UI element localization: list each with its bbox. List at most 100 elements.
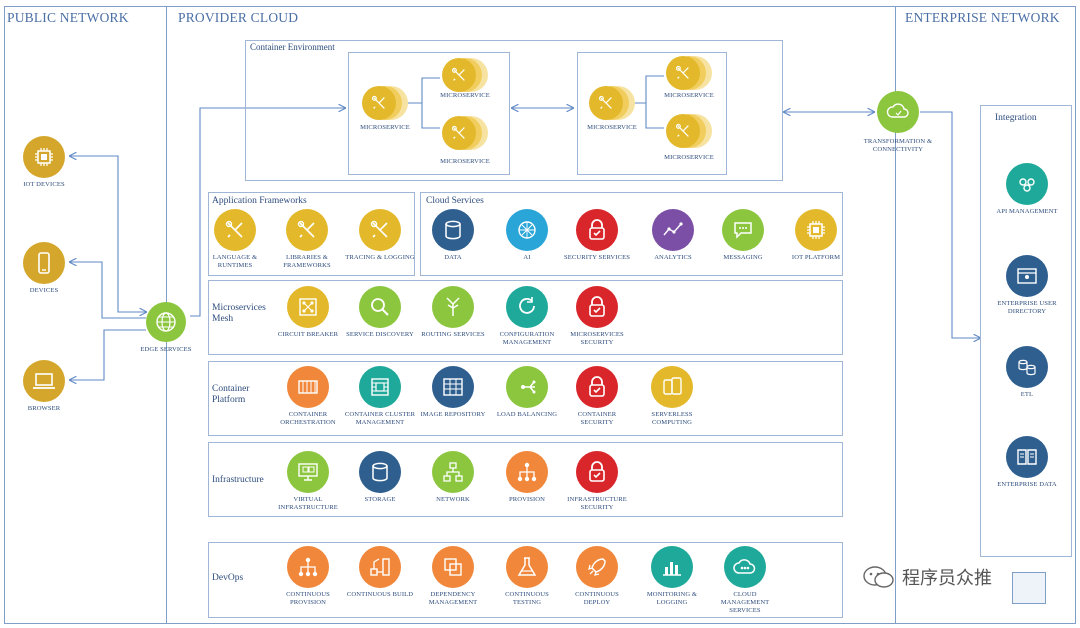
mesh-3-label: CONFIGURATION MANAGEMENT [499, 331, 555, 346]
mesh-title: Microservices Mesh [212, 303, 266, 324]
microservice-label: MICROSERVICE [360, 124, 410, 131]
cloud-service-0-node[interactable] [432, 209, 474, 251]
microservice-group-2 [577, 52, 727, 175]
microservice-label: MICROSERVICE [664, 154, 714, 161]
mesh-0-label: CIRCUIT BREAKER [277, 331, 339, 338]
devops-4-label: CONTINUOUS DEPLOY [575, 591, 619, 606]
public-item-2-node[interactable] [23, 360, 65, 402]
integration-2-node[interactable] [1006, 346, 1048, 388]
public-item-1-node[interactable] [23, 242, 65, 284]
container-platform-5-label: SERVERLESS COMPUTING [651, 411, 693, 426]
watermark: 程序员众推 [862, 564, 992, 590]
tools-icon [451, 125, 465, 139]
container-platform-1-node[interactable] [359, 366, 401, 408]
cloud-service-4-node[interactable] [722, 209, 764, 251]
mesh-4-node[interactable] [576, 286, 618, 328]
tools-icon [371, 95, 385, 109]
mesh-3-node[interactable] [506, 286, 548, 328]
infrastructure-4-node[interactable] [576, 451, 618, 493]
cloud-service-5-node[interactable] [795, 209, 837, 251]
infrastructure-title: Infrastructure [212, 475, 264, 485]
microservice-node[interactable] [442, 116, 488, 150]
build-icon [370, 558, 390, 576]
api-icon [1019, 178, 1035, 192]
container-platform-5-node[interactable] [651, 366, 693, 408]
container-platform-2-node[interactable] [432, 366, 474, 408]
cloud-services-title: Cloud Services [426, 196, 484, 206]
edge-services-node[interactable] [146, 302, 186, 342]
circuit-icon [299, 298, 317, 316]
mesh-2-node[interactable] [432, 286, 474, 328]
cloud-service-5-label: IoT PLATFORM [791, 254, 841, 261]
edge-services-label: EDGE SERVICES [140, 346, 192, 353]
framework-0-node[interactable] [214, 209, 256, 251]
cloud-service-2-node[interactable] [576, 209, 618, 251]
framework-1-node[interactable] [286, 209, 328, 251]
container-platform-0-node[interactable] [287, 366, 329, 408]
cloud-service-4-label: MESSAGING [723, 254, 763, 261]
cloud-service-0-label: DATA [444, 254, 462, 261]
framework-1-label: LIBRARIES & FRAMEWORKS [283, 254, 331, 269]
microservice-label: MICROSERVICE [587, 124, 637, 131]
ai-icon [518, 221, 536, 239]
diagram-frame [4, 6, 1076, 624]
microservice-node[interactable] [362, 86, 408, 120]
infrastructure-3-label: PROVISION [508, 496, 546, 503]
cloud-sync-icon [886, 103, 909, 118]
infrastructure-1-node[interactable] [359, 451, 401, 493]
public-item-0-node[interactable] [23, 136, 65, 178]
integration-3-node[interactable] [1006, 436, 1048, 478]
microservice-label: MICROSERVICE [664, 92, 714, 99]
framework-2-node[interactable] [359, 209, 401, 251]
magnifier-icon [371, 298, 389, 316]
integration-1-node[interactable] [1006, 255, 1048, 297]
container-platform-0-label: CONTAINER ORCHESTRATION [280, 411, 336, 426]
mesh-0-node[interactable] [287, 286, 329, 328]
cycle-icon [519, 297, 535, 314]
book-icon [1017, 449, 1037, 465]
devops-0-node[interactable] [287, 546, 329, 588]
devops-2-node[interactable] [432, 546, 474, 588]
microservice-node[interactable] [589, 86, 635, 120]
microservice-node[interactable] [666, 114, 712, 148]
devops-1-node[interactable] [359, 546, 401, 588]
watermark-text: 程序员众推 [902, 568, 992, 589]
transformation-node[interactable] [877, 91, 919, 133]
directory-icon [1017, 268, 1037, 284]
chip-icon [35, 148, 53, 166]
cloud-service-3-node[interactable] [652, 209, 694, 251]
infrastructure-3-node[interactable] [506, 451, 548, 493]
container-platform-4-node[interactable] [576, 366, 618, 408]
infrastructure-0-node[interactable] [287, 451, 329, 493]
devops-3-label: CONTINUOUS TESTING [505, 591, 549, 606]
cloud-icon [733, 559, 756, 574]
mesh-1-node[interactable] [359, 286, 401, 328]
flask-icon [517, 557, 537, 576]
integration-box [980, 105, 1072, 557]
cloud-service-1-node[interactable] [506, 209, 548, 251]
devops-3-node[interactable] [506, 546, 548, 588]
container-platform-3-node[interactable] [506, 366, 548, 408]
tools-icon [370, 220, 388, 238]
cloud-service-3-label: ANALYTICS [654, 254, 692, 261]
infrastructure-4-label: INFRASTRUCTURE SECURITY [567, 496, 627, 511]
chip-icon [807, 221, 825, 239]
microservice-node[interactable] [666, 56, 712, 90]
cloud-services-box [420, 192, 843, 276]
wechat-icon [863, 566, 894, 588]
devops-5-node[interactable] [651, 546, 693, 588]
integration-0-node[interactable] [1006, 163, 1048, 205]
mesh-box [208, 280, 843, 355]
integration-title: Integration [995, 113, 1037, 123]
devops-2-label: DEPENDENCY MANAGEMENT [428, 591, 478, 606]
tools-icon [225, 220, 243, 238]
microservice-node[interactable] [442, 58, 488, 92]
tools-icon [675, 65, 689, 79]
tools-icon [598, 95, 612, 109]
devops-6-node[interactable] [724, 546, 766, 588]
microservice-label: MICROSERVICE [440, 158, 490, 165]
mesh-1-label: SERVICE DISCOVERY [346, 331, 414, 338]
infrastructure-2-node[interactable] [432, 451, 474, 493]
database-icon [445, 220, 461, 240]
devops-4-node[interactable] [576, 546, 618, 588]
